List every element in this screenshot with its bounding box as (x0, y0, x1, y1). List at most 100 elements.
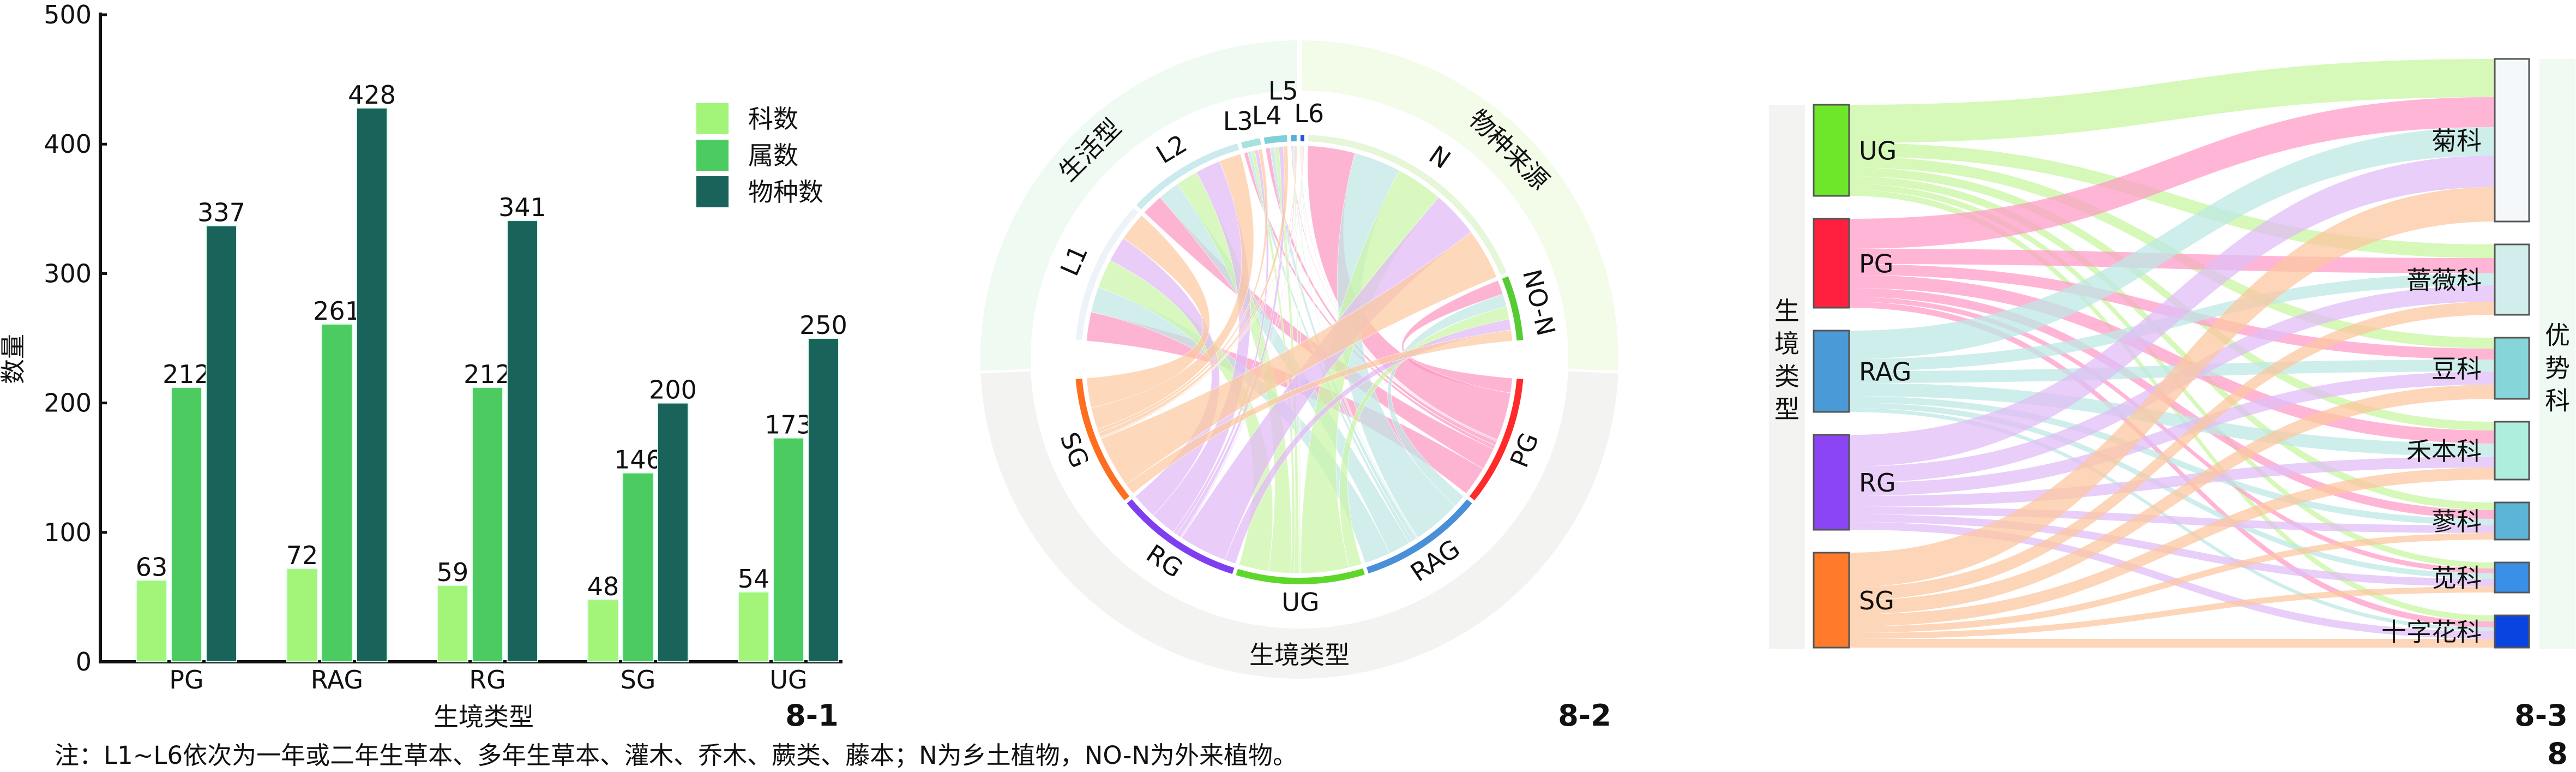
target-label: 禾本科 (2406, 436, 2482, 466)
target-label: 蓼科 (2431, 507, 2482, 536)
link-PG-蔷薇科 (1849, 249, 2495, 273)
ribbon-SG-NO-N (1126, 330, 1513, 494)
link-SG-禾本科 (1849, 468, 2495, 626)
bar-value-label: 48 (587, 572, 619, 601)
group-arc-N (1308, 135, 1507, 276)
group-label: UG (1281, 587, 1320, 617)
source-node-PG (1813, 218, 1850, 309)
target-node-禾本科 (2494, 421, 2530, 481)
bar-value-label: 173 (765, 410, 812, 440)
bar-属数-RAG (321, 323, 353, 662)
legend-swatch-属数 (696, 140, 729, 171)
target-label: 豆科 (2431, 354, 2482, 384)
bar-属数-PG (171, 387, 202, 662)
source-node-RG (1813, 434, 1850, 531)
target-label: 苋科 (2431, 564, 2482, 593)
group-arc-L6 (1300, 135, 1305, 142)
ribbon-UG-NO-N (1339, 306, 1510, 568)
group-arc-SG (1075, 378, 1130, 501)
bar-属数-SG (622, 472, 654, 662)
bar-value-label: 250 (799, 310, 847, 340)
x-tick-label: RAG (311, 665, 363, 695)
link-SG-苋科 (1849, 587, 2495, 639)
link-SG-豆科 (1849, 385, 2495, 614)
source-label: RAG (1859, 357, 1911, 387)
link-RG-豆科 (1849, 372, 2495, 496)
legend-label: 属数 (748, 141, 798, 170)
link-PG-禾本科 (1849, 275, 2495, 444)
source-label: UG (1859, 136, 1897, 166)
target-node-蔷薇科 (2494, 243, 2530, 316)
x-axis-title: 生境类型 (434, 702, 534, 732)
bar-value-label: 428 (348, 80, 396, 110)
x-tick-label: UG (769, 665, 807, 695)
bar-value-label: 261 (313, 296, 361, 326)
ribbon-SG-L4 (1098, 146, 1289, 438)
ribbon-RAG-NO-N (1387, 294, 1507, 507)
link-RG-蓼科 (1849, 507, 2495, 533)
bar-属数-RG (472, 387, 503, 662)
bar-物种数-RG (507, 220, 538, 662)
source-label: SG (1859, 586, 1894, 615)
source-label: PG (1859, 249, 1893, 279)
right-title-band (2539, 59, 2575, 649)
target-label: 菊科 (2431, 126, 2482, 155)
group-label: L4 (1252, 101, 1282, 130)
link-RAG-禾本科 (1849, 383, 2495, 457)
bar-value-label: 212 (162, 360, 210, 389)
panel-label-8-3: 8-3 (2514, 698, 2568, 733)
panel-label-8-1: 8-1 (785, 698, 839, 733)
target-node-十字花科 (2494, 614, 2530, 649)
target-node-蓼科 (2494, 501, 2530, 541)
bar-物种数-RAG (356, 107, 388, 662)
footnote: 注：L1~L6依次为一年或二年生草本、多年生草本、灌木、乔木、蕨类、藤本；N为乡… (55, 741, 1297, 770)
group-arc-RAG (1366, 499, 1472, 574)
ribbon-PG-L5 (1291, 145, 1498, 442)
legend-label: 科数 (748, 104, 798, 134)
sector-label: 生境类型 (1249, 641, 1350, 670)
bar-物种数-SG (657, 402, 689, 662)
link-PG-菊科 (1849, 97, 2495, 249)
group-label: N (1424, 140, 1456, 175)
bar-value-label: 54 (738, 564, 770, 594)
group-label: L2 (1151, 129, 1192, 170)
link-PG-十字花科 (1849, 302, 2495, 627)
left-title-band (1769, 105, 1805, 649)
bar-物种数-UG (808, 338, 839, 662)
x-tick-label: RG (469, 665, 506, 695)
bar-value-label: 146 (614, 445, 662, 475)
target-label: 蔷薇科 (2406, 266, 2482, 295)
panel-label-8-2: 8-2 (1558, 698, 1611, 733)
bar-value-label: 337 (197, 198, 245, 228)
legend-label: 物种数 (748, 177, 823, 207)
bar-value-label: 63 (136, 553, 168, 582)
link-SG-蓼科 (1849, 533, 2495, 633)
group-label: L1 (1055, 241, 1094, 280)
target-node-豆科 (2494, 337, 2530, 400)
link-UG-蓼科 (1849, 176, 2495, 510)
group-label: L5 (1268, 76, 1298, 105)
y-tick-label: 200 (44, 388, 92, 418)
target-label: 十字花科 (2381, 618, 2482, 647)
group-arc-RG (1127, 499, 1235, 574)
link-RG-禾本科 (1849, 457, 2495, 507)
group-arc-L5 (1291, 135, 1297, 142)
link-UG-蔷薇科 (1849, 143, 2495, 258)
link-SG-蔷薇科 (1849, 302, 2495, 600)
ribbon-SG-L1 (1086, 214, 1210, 408)
bar-科数-SG (587, 599, 619, 663)
left-axis-title: 生境类型 (1774, 296, 1799, 424)
bar-value-label: 200 (649, 375, 697, 405)
source-node-RAG (1813, 330, 1850, 413)
figure-label: 8 (2547, 737, 2568, 771)
bar-科数-RG (437, 585, 468, 662)
link-RAG-蓼科 (1849, 396, 2495, 525)
y-tick-label: 400 (44, 129, 92, 159)
sector-band-物种来源 (1302, 40, 1618, 371)
group-arc-L4 (1263, 135, 1287, 145)
ribbon-RG-NO-N (1224, 319, 1512, 564)
legend-swatch-物种数 (696, 176, 729, 207)
